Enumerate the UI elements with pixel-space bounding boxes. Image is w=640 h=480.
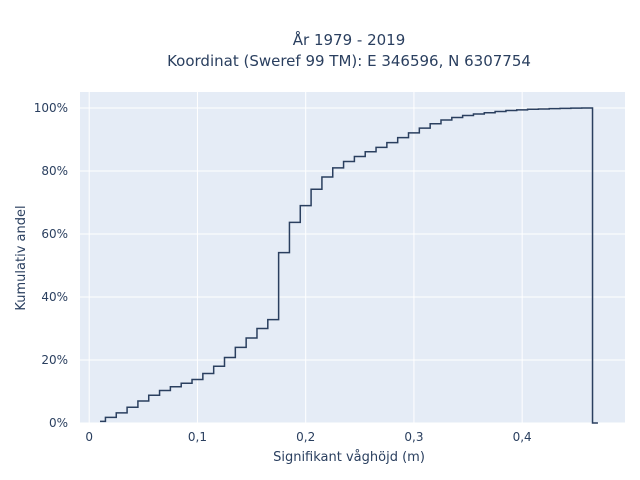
plot-area	[80, 92, 625, 423]
cdf-step-line	[100, 107, 598, 424]
x-axis-ticks: 0 0,1 0,2 0,3 0,4	[85, 430, 531, 444]
x-tick-label: 0,3	[404, 430, 423, 444]
y-axis-ticks: 0% 20% 40% 60% 80% 100%	[34, 101, 68, 430]
x-axis-title: Signifikant våghöjd (m)	[273, 450, 425, 465]
y-tick-label: 100%	[34, 101, 68, 115]
series-layer	[100, 107, 598, 424]
y-tick-label: 60%	[41, 227, 68, 241]
y-tick-label: 20%	[41, 353, 68, 367]
x-tick-label: 0,4	[513, 430, 532, 444]
chart-title-line-2: Koordinat (Sweref 99 TM): E 346596, N 63…	[167, 52, 531, 70]
x-tick-label: 0,1	[188, 430, 207, 444]
y-axis-title: Kumulativ andel	[14, 205, 29, 310]
y-tick-label: 0%	[49, 416, 68, 430]
x-tick-label: 0	[85, 430, 93, 444]
y-tick-label: 80%	[41, 164, 68, 178]
chart-title-line-1: År 1979 - 2019	[293, 30, 406, 49]
gridlines	[80, 92, 625, 424]
y-tick-label: 40%	[41, 290, 68, 304]
x-tick-label: 0,2	[296, 430, 315, 444]
